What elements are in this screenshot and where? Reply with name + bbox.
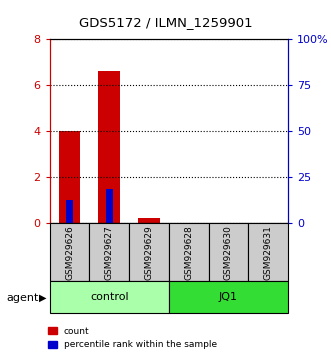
Bar xyxy=(138,218,160,223)
Bar xyxy=(59,131,80,223)
Text: GSM929630: GSM929630 xyxy=(224,225,233,280)
Bar xyxy=(89,223,129,281)
Bar xyxy=(169,223,209,281)
Bar xyxy=(50,281,169,313)
Text: JQ1: JQ1 xyxy=(219,292,238,302)
Text: control: control xyxy=(90,292,128,302)
Text: GSM929631: GSM929631 xyxy=(263,225,273,280)
Bar xyxy=(209,223,248,281)
Bar xyxy=(50,223,89,281)
Text: GSM929628: GSM929628 xyxy=(184,225,193,280)
Text: GDS5172 / ILMN_1259901: GDS5172 / ILMN_1259901 xyxy=(79,17,252,29)
Text: GSM929629: GSM929629 xyxy=(144,225,154,280)
Bar xyxy=(106,188,113,223)
Bar xyxy=(66,200,73,223)
Bar xyxy=(248,223,288,281)
Bar xyxy=(98,71,120,223)
Legend: count, percentile rank within the sample: count, percentile rank within the sample xyxy=(48,327,217,349)
Bar xyxy=(169,281,288,313)
Text: GSM929627: GSM929627 xyxy=(105,225,114,280)
Bar xyxy=(129,223,169,281)
Text: ▶: ▶ xyxy=(39,293,47,303)
Text: agent: agent xyxy=(7,293,39,303)
Text: GSM929626: GSM929626 xyxy=(65,225,74,280)
